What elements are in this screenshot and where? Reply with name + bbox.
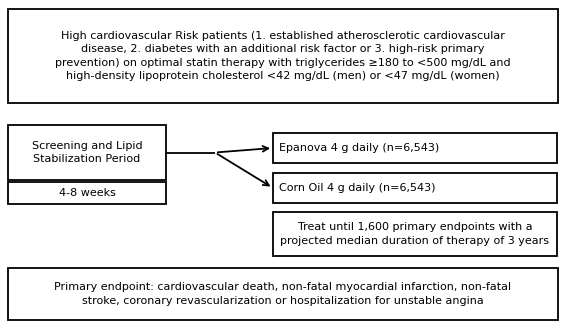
Bar (8, 9, 558, 103)
Bar (8, 125, 166, 180)
Text: 4-8 weeks: 4-8 weeks (58, 188, 115, 198)
Bar (273, 212, 557, 256)
Bar (8, 268, 558, 320)
Text: Screening and Lipid
Stabilization Period: Screening and Lipid Stabilization Period (32, 141, 142, 164)
Text: Epanova 4 g daily (n=6,543): Epanova 4 g daily (n=6,543) (279, 143, 439, 153)
Text: Primary endpoint: cardiovascular death, non-fatal myocardial infarction, non-fat: Primary endpoint: cardiovascular death, … (54, 282, 512, 306)
Text: Treat until 1,600 primary endpoints with a
projected median duration of therapy : Treat until 1,600 primary endpoints with… (281, 222, 550, 246)
Bar (273, 173, 557, 203)
Text: High cardiovascular Risk patients (1. established atherosclerotic cardiovascular: High cardiovascular Risk patients (1. es… (55, 31, 511, 81)
Text: Corn Oil 4 g daily (n=6,543): Corn Oil 4 g daily (n=6,543) (279, 183, 435, 193)
Bar (273, 133, 557, 163)
Bar (8, 182, 166, 204)
